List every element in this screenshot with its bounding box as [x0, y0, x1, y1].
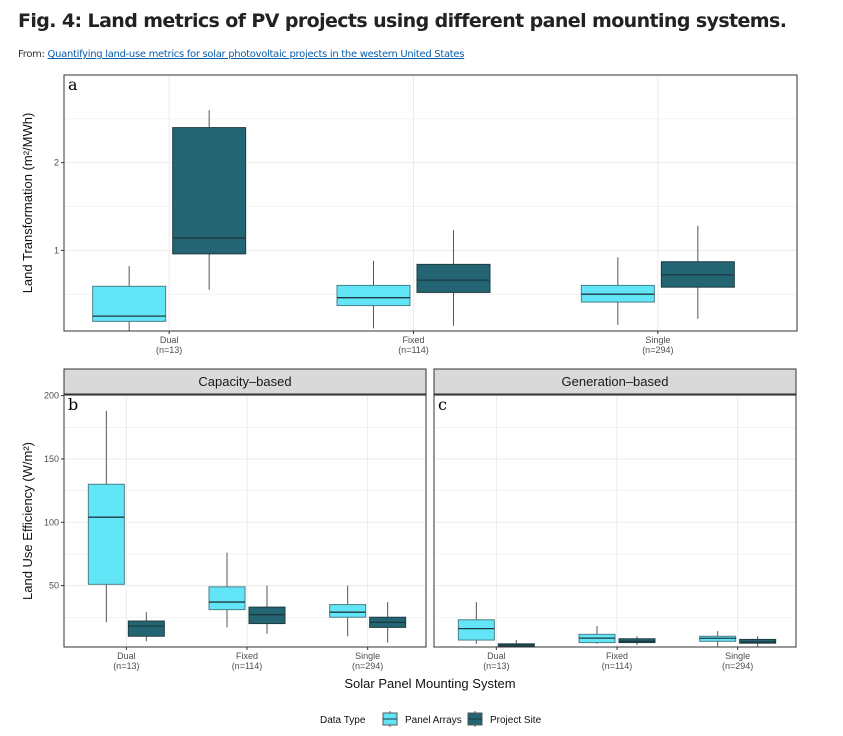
- facet-strip: [433, 368, 797, 395]
- x-tick-label: Fixed: [402, 335, 424, 345]
- box-panel-arrays: [329, 604, 367, 618]
- y-tick-label: 2: [54, 158, 59, 168]
- box-project-site: [172, 127, 247, 255]
- x-tick-label: Single: [355, 651, 380, 661]
- y-axis-label: Land Use Efficiency (W/m²): [20, 442, 35, 600]
- y-tick-label: 50: [49, 581, 59, 591]
- panel-letter: a: [68, 75, 78, 94]
- source-link[interactable]: Quantifying land-use metrics for solar p…: [47, 49, 465, 60]
- legend-item-label: Panel Arrays: [405, 715, 462, 726]
- legend-title: Data Type: [320, 715, 366, 726]
- panel-border: [433, 394, 797, 648]
- panel-letter: b: [68, 395, 78, 414]
- panel-letter: c: [438, 395, 447, 414]
- box-panel-arrays: [336, 284, 411, 307]
- x-tick-label: Dual: [487, 651, 506, 661]
- x-tick-count: (n=114): [398, 345, 429, 355]
- x-tick-count: (n=13): [113, 661, 139, 671]
- y-tick-label: 100: [44, 517, 59, 527]
- panel-border: [63, 74, 798, 332]
- panel-border: [63, 394, 427, 648]
- x-tick-label: Fixed: [606, 651, 628, 661]
- figure-title: Fig. 4: Land metrics of PV projects usin…: [18, 10, 787, 32]
- y-tick-label: 1: [54, 245, 59, 255]
- x-axis-label: Solar Panel Mounting System: [344, 676, 515, 691]
- box-project-site: [127, 620, 165, 637]
- y-axis-label: Land Transformation (m²/MWh): [20, 113, 35, 294]
- source-line: From: Quantifying land-use metrics for s…: [18, 49, 464, 60]
- x-tick-label: Dual: [117, 651, 136, 661]
- x-tick-count: (n=114): [232, 661, 263, 671]
- x-tick-count: (n=114): [602, 661, 633, 671]
- x-tick-count: (n=294): [352, 661, 383, 671]
- facet-strip-label: Generation–based: [562, 374, 669, 389]
- box-panel-arrays: [208, 586, 246, 611]
- x-tick-label: Single: [725, 651, 750, 661]
- legend-item-label: Project Site: [490, 715, 542, 726]
- facet-strip-label: Capacity–based: [198, 374, 291, 389]
- plot-background: [434, 395, 796, 647]
- y-tick-label: 150: [44, 454, 59, 464]
- box-project-site: [416, 263, 491, 293]
- x-tick-label: Single: [645, 335, 670, 345]
- y-tick-label: 200: [44, 391, 59, 401]
- box-panel-arrays: [457, 619, 495, 641]
- x-tick-label: Dual: [160, 335, 179, 345]
- x-tick-count: (n=13): [156, 345, 182, 355]
- x-tick-count: (n=294): [642, 345, 673, 355]
- from-label: From:: [18, 49, 45, 60]
- box-panel-arrays: [87, 483, 125, 585]
- x-tick-label: Fixed: [236, 651, 258, 661]
- x-tick-count: (n=13): [483, 661, 509, 671]
- x-tick-count: (n=294): [722, 661, 753, 671]
- facet-strip: [63, 368, 427, 395]
